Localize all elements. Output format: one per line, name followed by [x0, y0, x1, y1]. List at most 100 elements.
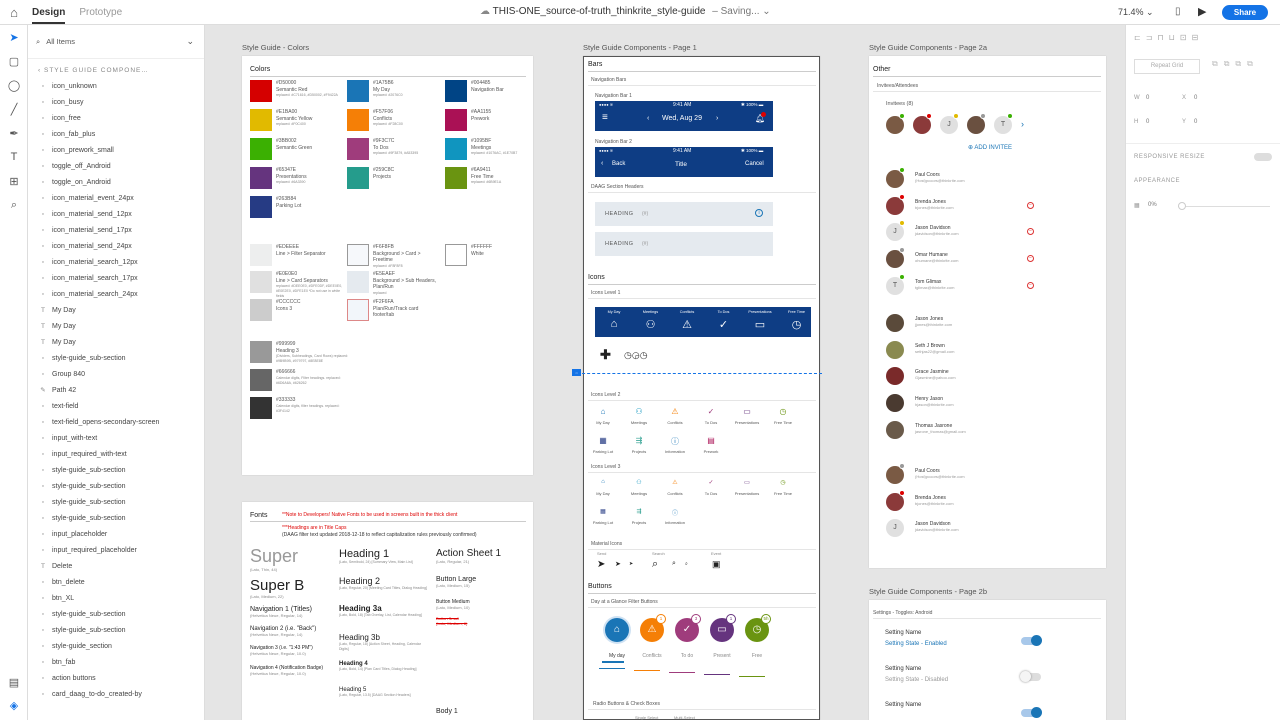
person-item[interactable]: Tom Glimax tglimax@thinkrite.com — [915, 279, 954, 290]
person-item[interactable]: Omar Humane ohumane@thinkrite.com — [915, 252, 958, 263]
person-item[interactable]: Paul Coors (Host)pcoors@thinkrite.com — [915, 468, 965, 479]
layer-item[interactable]: ▫ text-field_opens-secondary-screen — [28, 415, 204, 431]
guide-handle[interactable]: ⇔ — [572, 369, 581, 376]
align-tools[interactable]: ⊏⊐⊓⊔⊡⊟ — [1134, 33, 1204, 42]
back-chevron-icon[interactable]: ‹ — [601, 160, 604, 167]
height-input[interactable]: 0 — [1146, 119, 1150, 125]
assets-icon[interactable]: ▤ — [8, 676, 20, 689]
canvas[interactable]: Style Guide - Colors Colors #D50000 Seman… — [205, 25, 1125, 720]
pen-tool-icon[interactable]: ✒ — [9, 127, 19, 140]
opacity-slider[interactable] — [1178, 206, 1270, 207]
layer-item[interactable]: ▫ style-guide_sub-section — [28, 479, 204, 495]
layer-item[interactable]: ▫ icon_material_search_24px — [28, 287, 204, 303]
device-preview-icon[interactable]: ▯ — [1175, 6, 1181, 17]
opacity-slider-handle[interactable] — [1178, 202, 1186, 210]
boolean-tools[interactable]: ⧉⧉⧉⧉ — [1212, 59, 1259, 68]
rectangle-tool-icon[interactable]: ▢ — [8, 55, 20, 68]
person-item[interactable]: Jason Davidson jdavidson@thinkrite.com — [915, 225, 959, 236]
filter-button-to-do[interactable]: ✓ 3 To do — [672, 614, 702, 663]
add-invitee-button[interactable]: ⊕ ADD INVITEE — [968, 144, 1012, 151]
layer-item[interactable]: ▫ icon_busy — [28, 95, 204, 111]
document-title[interactable]: ☁ THIS-ONE_source-of-truth_thinkrite_sty… — [480, 6, 771, 17]
cancel-button[interactable]: Cancel — [745, 161, 764, 167]
filter-button-conflicts[interactable]: ⚠ 1 Conflicts — [637, 614, 667, 663]
ellipse-tool-icon[interactable]: ◯ — [7, 79, 21, 92]
layer-item[interactable]: ▫ style-guide_sub-section — [28, 351, 204, 367]
layers-filter[interactable]: ⌕ All Items ⌄ — [28, 25, 204, 59]
y-input[interactable]: 0 — [1194, 119, 1198, 125]
chevron-right-icon[interactable]: › — [1021, 119, 1024, 129]
play-icon[interactable]: ▶ — [1198, 6, 1207, 18]
back-button[interactable]: Back — [612, 161, 626, 167]
artboard-label-colors[interactable]: Style Guide - Colors — [242, 43, 310, 52]
person-item[interactable]: Jason Davidson jdavidson@thinkrite.com — [915, 521, 959, 532]
layers-icon[interactable]: ◈ — [9, 699, 19, 712]
home-icon[interactable]: ⌂ — [10, 4, 18, 20]
layer-item[interactable]: ▫ input_required_with-text — [28, 447, 204, 463]
layer-item[interactable]: ▫ btn_fab — [28, 655, 204, 671]
layer-item[interactable]: ✎ Path 42 — [28, 383, 204, 399]
remove-icon[interactable]: − — [1027, 255, 1034, 263]
layer-item[interactable]: ▫ toggle_on_Android — [28, 175, 204, 191]
setting-toggle[interactable] — [1021, 707, 1042, 718]
layer-item[interactable]: ▫ btn_XL — [28, 591, 204, 607]
layer-item[interactable]: T My Day — [28, 319, 204, 335]
opacity-input[interactable]: 0% — [1148, 202, 1157, 208]
info-icon[interactable]: i — [755, 209, 763, 217]
artboard-label-components-2a[interactable]: Style Guide Components - Page 2a — [869, 43, 987, 52]
filter-button-my-day[interactable]: ⌂ My day — [602, 618, 632, 663]
layer-item[interactable]: ▫ style-guide_sub-section — [28, 623, 204, 639]
next-day-icon[interactable]: › — [716, 115, 719, 122]
zoom-level[interactable]: 71.4% ⌄ — [1118, 7, 1154, 17]
person-item[interactable]: Thomas Jasrone jasrone_thomas@gmail.com — [915, 423, 966, 434]
chevron-down-icon[interactable]: ⌄ — [186, 36, 194, 46]
artboard-label-components-2b[interactable]: Style Guide Components - Page 2b — [869, 587, 987, 596]
person-item[interactable]: Jason Jones jjones@thinkrite.com — [915, 316, 952, 327]
artboard-label-components-1[interactable]: Style Guide Components - Page 1 — [583, 43, 697, 52]
layer-item[interactable]: ▫ style-guide_sub-section — [28, 511, 204, 527]
layer-item[interactable]: ▫ icon_material_send_12px — [28, 207, 204, 223]
layer-item[interactable]: ▫ icon_free — [28, 111, 204, 127]
x-input[interactable]: 0 — [1194, 95, 1198, 101]
setting-toggle[interactable] — [1020, 671, 1041, 682]
person-item[interactable]: Henry Jason hjason@thinkrite.com — [915, 396, 954, 407]
layer-item[interactable]: ▫ action buttons — [28, 671, 204, 687]
filter-button-free[interactable]: ◷ 5h Free — [742, 614, 772, 663]
layer-item[interactable]: ▫ text-field — [28, 399, 204, 415]
layer-item[interactable]: ▫ icon_fab_plus — [28, 127, 204, 143]
layer-item[interactable]: ▫ card_daag_to-do_created-by — [28, 687, 204, 703]
layer-item[interactable]: ▫ toggle_off_Android — [28, 159, 204, 175]
layer-item[interactable]: ▫ input_required_placeholder — [28, 543, 204, 559]
layer-item[interactable]: ▫ Group 840 — [28, 367, 204, 383]
layer-item[interactable]: ▫ icon_material_send_24px — [28, 239, 204, 255]
person-item[interactable]: Grace Jasmine Gjasmine@yahoo.com — [915, 369, 956, 380]
layer-item[interactable]: ▫ input_placeholder — [28, 527, 204, 543]
remove-icon[interactable]: − — [1027, 201, 1034, 209]
layer-item[interactable]: ▫ icon_material_search_17px — [28, 271, 204, 287]
layer-item[interactable]: T Delete — [28, 559, 204, 575]
layer-item[interactable]: T My Day — [28, 303, 204, 319]
layers-header[interactable]: ‹ STYLE GUIDE COMPONE… — [28, 63, 204, 79]
remove-icon[interactable]: − — [1027, 228, 1034, 236]
share-button[interactable]: Share — [1222, 5, 1268, 20]
tab-prototype[interactable]: Prototype — [79, 6, 123, 18]
layer-item[interactable]: T My Day — [28, 335, 204, 351]
layer-item[interactable]: ▫ input_with-text — [28, 431, 204, 447]
responsive-resize-toggle[interactable] — [1254, 153, 1272, 161]
person-item[interactable]: Seth J Brown sethjas22@gmail.com — [915, 343, 954, 354]
layer-item[interactable]: ▫ icon_unknown — [28, 79, 204, 95]
layer-item[interactable]: ▫ btn_delete — [28, 575, 204, 591]
prev-day-icon[interactable]: ‹ — [647, 115, 650, 122]
layer-item[interactable]: ▫ icon_prework_small — [28, 143, 204, 159]
layer-item[interactable]: ▫ style-guide_sub-section — [28, 495, 204, 511]
layer-item[interactable]: ▫ icon_material_send_17px — [28, 223, 204, 239]
filter-button-present[interactable]: ▭ 1 Present — [707, 614, 737, 663]
text-tool-icon[interactable]: T — [10, 151, 18, 163]
layer-item[interactable]: ▫ style-guide_section — [28, 639, 204, 655]
layer-item[interactable]: ▫ icon_material_event_24px — [28, 191, 204, 207]
person-item[interactable]: Paul Coors (Host)pcoors@thinkrite.com — [915, 172, 965, 183]
menu-icon[interactable]: ≡ — [602, 112, 608, 123]
repeat-grid-button[interactable]: Repeat Grid — [1134, 59, 1200, 74]
zoom-tool-icon[interactable]: ⌕ — [10, 198, 18, 211]
width-input[interactable]: 0 — [1146, 95, 1150, 101]
